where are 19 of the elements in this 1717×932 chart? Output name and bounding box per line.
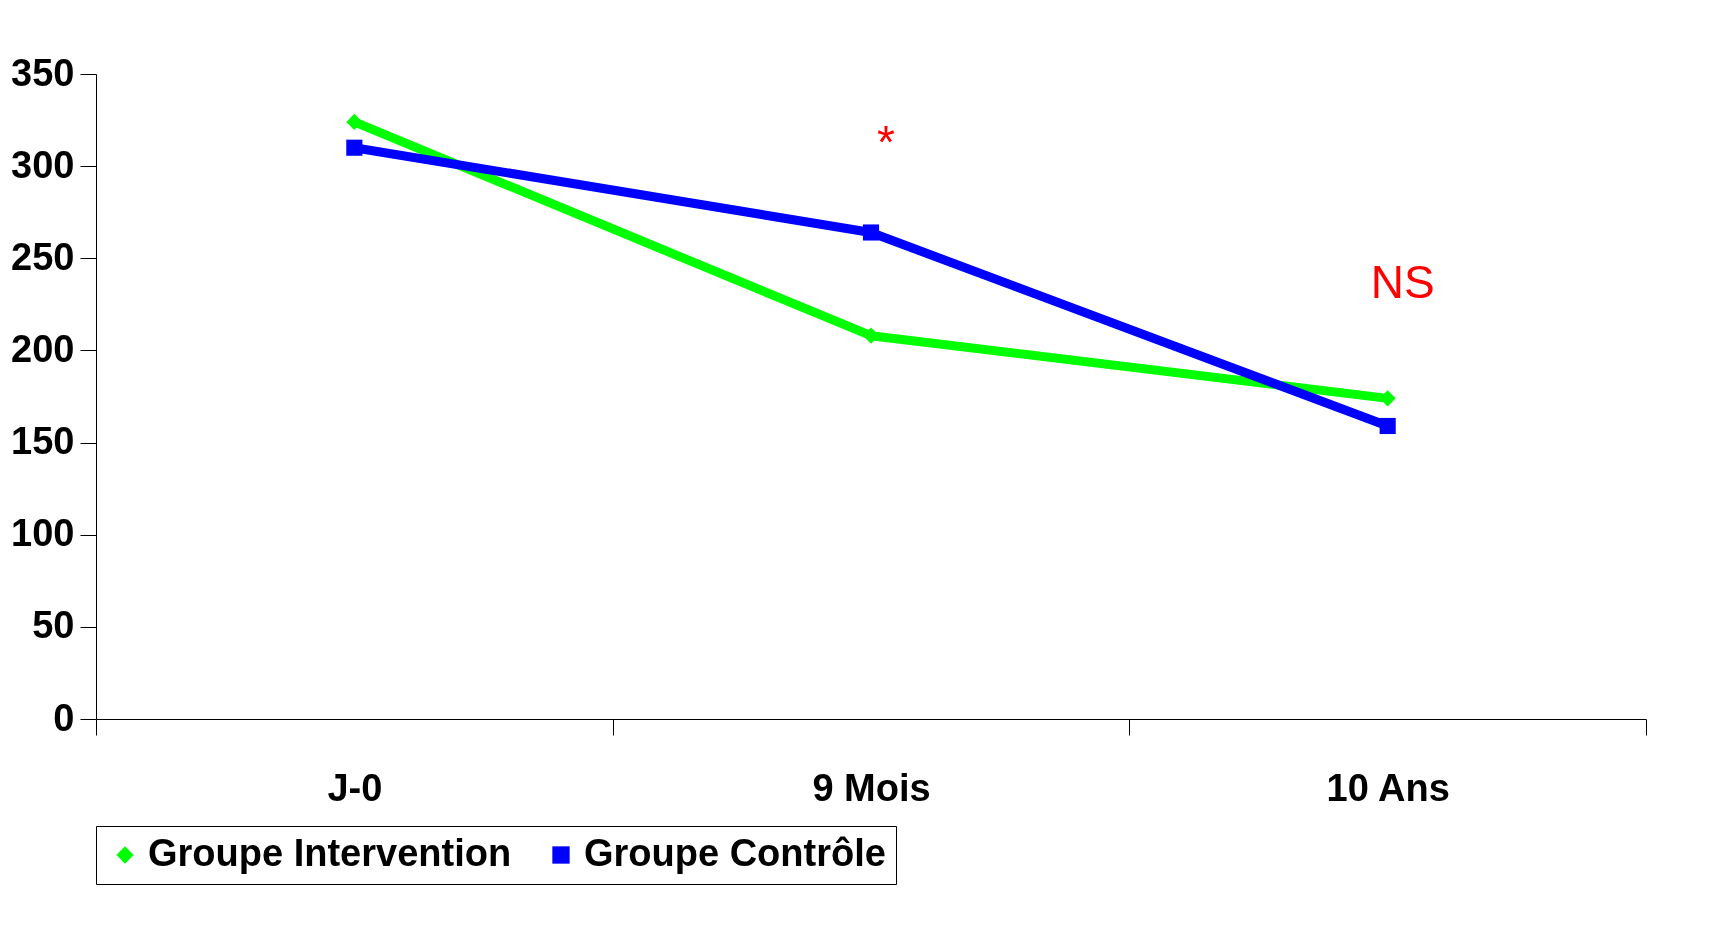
point	[862, 224, 880, 241]
annotation: *	[877, 116, 896, 168]
point	[346, 113, 363, 130]
annotation: NS	[1370, 256, 1435, 308]
x-tick-label: J-0	[327, 766, 383, 809]
legend-label: Groupe Contrôle	[584, 832, 886, 874]
y-tick-label: 200	[11, 327, 75, 370]
y-tick-label: 300	[11, 143, 75, 186]
y-tick-label: 50	[32, 604, 75, 647]
point	[346, 139, 363, 156]
y-tick-label: 250	[11, 235, 75, 278]
x-tick-label: 10 Ans	[1326, 766, 1450, 809]
point	[1379, 417, 1396, 435]
y-tick-label: 100	[11, 512, 75, 555]
legend-label: Groupe Intervention	[148, 832, 512, 874]
y-tick-label: 150	[11, 420, 75, 463]
y-tick-label: 350	[11, 51, 75, 94]
x-tick-label: 9 Mois	[812, 766, 931, 809]
y-tick-label: 0	[53, 696, 75, 739]
